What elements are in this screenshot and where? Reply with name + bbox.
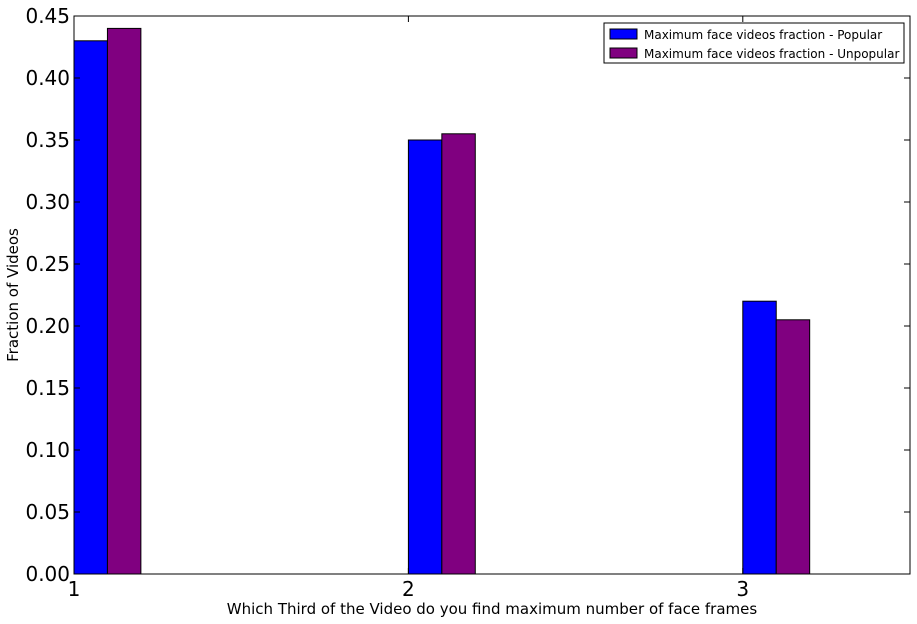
legend-label-series1: Maximum face videos fraction - Popular bbox=[644, 28, 882, 42]
y-tick-label: 0.05 bbox=[25, 500, 70, 524]
legend-swatch-series1 bbox=[609, 28, 638, 40]
y-tick-label: 0.35 bbox=[25, 128, 70, 152]
bar-series2-1 bbox=[106, 27, 142, 575]
bar-series2-2 bbox=[441, 133, 476, 575]
y-tick-label: 0.45 bbox=[25, 4, 70, 28]
y-tick-label: 0.20 bbox=[25, 314, 70, 338]
plot-area-frame bbox=[73, 15, 911, 575]
y-axis-label: Fraction of Videos bbox=[4, 228, 22, 362]
x-axis-label: Which Third of the Video do you find max… bbox=[227, 600, 758, 618]
bar-series1-1 bbox=[73, 40, 108, 575]
y-tick-label: 0.15 bbox=[25, 376, 70, 400]
legend-label-series2: Maximum face videos fraction - Unpopular bbox=[644, 47, 899, 61]
bars-layer bbox=[73, 27, 811, 575]
y-tick-label: 0.40 bbox=[25, 66, 70, 90]
bar-series1-3 bbox=[742, 300, 777, 575]
x-tick-label: 2 bbox=[402, 577, 415, 601]
bar-series1-2 bbox=[407, 139, 443, 575]
x-tick-label: 1 bbox=[68, 577, 81, 601]
y-tick-label: 0.30 bbox=[25, 190, 70, 214]
y-tick-label: 0.10 bbox=[25, 438, 70, 462]
x-tick-label: 3 bbox=[736, 577, 749, 601]
bar-series2-3 bbox=[775, 319, 811, 575]
legend-swatch-series2 bbox=[609, 47, 638, 59]
axis-ticks: 0.00 0.05 0.10 0.15 0.20 0.25 0.30 0.35 0.40 0.45… bbox=[25, 4, 910, 601]
y-tick-label: 0.25 bbox=[25, 252, 70, 276]
legend-box bbox=[603, 22, 905, 64]
y-tick-label: 0.00 bbox=[25, 562, 70, 586]
legend: Maximum face videos fraction - Popular Ma… bbox=[603, 22, 905, 64]
